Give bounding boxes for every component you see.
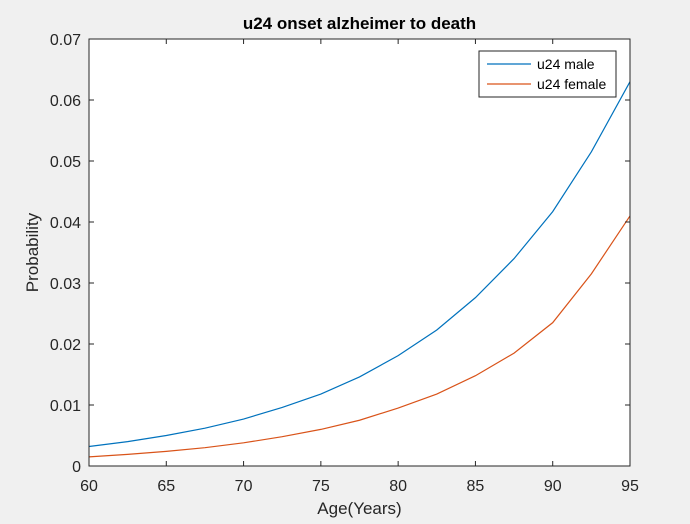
plot-frame bbox=[88, 38, 631, 467]
y-tick-label: 0.07 bbox=[50, 32, 81, 49]
chart-title: u24 onset alzheimer to death bbox=[243, 14, 476, 33]
y-tick-label: 0.05 bbox=[50, 154, 81, 171]
y-tick-label: 0.04 bbox=[50, 215, 81, 232]
legend-box bbox=[478, 50, 617, 98]
x-tick-label: 60 bbox=[80, 478, 98, 495]
y-axis-label: Probability bbox=[23, 212, 42, 292]
legend-label: u24 female bbox=[537, 76, 606, 92]
x-tick-label: 95 bbox=[621, 478, 639, 495]
y-tick-label: 0.01 bbox=[50, 398, 81, 415]
y-tick-label: 0 bbox=[72, 459, 81, 476]
x-tick-label: 70 bbox=[235, 478, 253, 495]
x-tick-label: 90 bbox=[544, 478, 562, 495]
legend: u24 male u24 female bbox=[478, 50, 617, 98]
x-tick-label: 80 bbox=[389, 478, 407, 495]
x-tick-label: 85 bbox=[467, 478, 485, 495]
x-axis-label: Age(Years) bbox=[317, 499, 401, 518]
y-tick-label: 0.06 bbox=[50, 93, 81, 110]
series-line-female bbox=[88, 215, 631, 458]
legend-label: u24 male bbox=[537, 56, 595, 72]
series-layer bbox=[88, 81, 631, 458]
x-tick-label: 65 bbox=[157, 478, 175, 495]
plot-area bbox=[89, 39, 630, 466]
y-tick-label: 0.03 bbox=[50, 276, 81, 293]
x-tick-label: 75 bbox=[312, 478, 330, 495]
series-line-male bbox=[88, 81, 631, 448]
ticks-layer: 60 65 70 75 80 85 90 95 0 0.01 0.02 0.03 0.04 0.05 0.0… bbox=[50, 32, 639, 495]
y-tick-label: 0.02 bbox=[50, 337, 81, 354]
